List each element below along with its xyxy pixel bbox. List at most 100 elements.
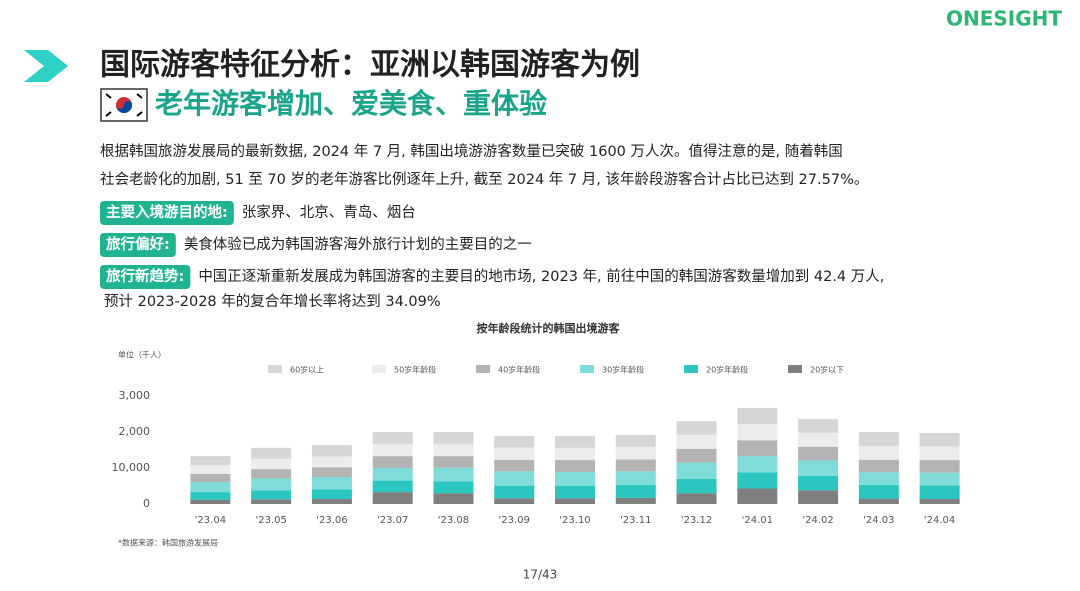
bar-segment xyxy=(251,469,292,479)
legend-label: 30岁年龄段 xyxy=(602,365,644,375)
bar-segment xyxy=(919,498,960,504)
bar-segment xyxy=(433,481,474,494)
bar-segment xyxy=(494,498,535,504)
legend-swatch xyxy=(684,365,698,373)
title: 国际游客特征分析：亚洲以韩国游客为例 xyxy=(100,48,640,83)
y-tick-label: 0 xyxy=(143,497,150,510)
bar-segment xyxy=(190,482,231,493)
point-tag-bg xyxy=(100,201,234,225)
bar-segment xyxy=(919,485,960,499)
bar-segment xyxy=(311,456,352,468)
source: *数据来源：韩国旅游发展局 xyxy=(118,538,218,548)
bar-segment xyxy=(190,499,231,504)
x-tick-label: '23.11 xyxy=(620,515,651,526)
x-tick-label: '23.06 xyxy=(316,515,347,526)
legend-label: 20岁以下 xyxy=(810,365,844,375)
bar-segment xyxy=(251,447,292,459)
bar-segment xyxy=(251,490,292,500)
chevron xyxy=(24,50,68,82)
bar-segment xyxy=(494,447,535,460)
bar-segment xyxy=(433,493,474,504)
chart-title: 按年龄段统计的韩国出境游客 xyxy=(477,321,621,335)
bar-segment xyxy=(190,492,231,500)
bar-segment xyxy=(737,424,778,441)
bar-segment xyxy=(858,432,899,447)
bar-segment xyxy=(919,460,960,473)
legend-label: 40岁年龄段 xyxy=(498,365,540,375)
bar-segment xyxy=(737,488,778,504)
bar-segment xyxy=(372,432,413,444)
bar-segment xyxy=(433,443,474,457)
bar-segment xyxy=(919,472,960,486)
legend-swatch xyxy=(476,365,490,373)
point-tag: 旅行新趋势: xyxy=(106,267,184,285)
x-tick-label: '23.12 xyxy=(681,515,712,526)
bar-segment xyxy=(676,478,717,494)
x-tick-label: '23.05 xyxy=(255,515,286,526)
bar-segment xyxy=(372,443,413,457)
bar-segment xyxy=(494,435,535,448)
bar-segment xyxy=(798,419,839,433)
bar-segment xyxy=(737,440,778,457)
bar-segment xyxy=(798,432,839,447)
bar-segment xyxy=(372,456,413,468)
bar-segment xyxy=(311,444,352,457)
bar-segment xyxy=(615,446,656,460)
bar-segment xyxy=(372,468,413,481)
legend-swatch xyxy=(268,365,282,373)
bar-segment xyxy=(555,498,595,504)
bar-segment xyxy=(615,471,656,485)
bar-segment xyxy=(676,421,717,435)
bar-segment xyxy=(615,497,656,504)
bar-segment xyxy=(858,459,899,473)
y-tick-label: 2,000 xyxy=(119,425,151,438)
legend-label: 50岁年龄段 xyxy=(394,365,436,375)
point-text: 中国正逐渐重新发展成为韩国游客的主要目的地市场, 2023 年, 前往中国的韩国… xyxy=(198,268,884,285)
bar-segment xyxy=(798,475,839,491)
intro-line: 社会老龄化的加剧, 51 至 70 岁的老年游客比例逐年上升, 截至 2024 … xyxy=(100,171,868,188)
bar-segment xyxy=(311,477,352,490)
bar-segment xyxy=(372,492,413,504)
point-tag-bg xyxy=(100,233,176,257)
bar-segment xyxy=(555,471,595,486)
point-text: 张家界、北京、青岛、烟台 xyxy=(242,204,416,221)
bar-segment xyxy=(919,446,960,461)
logo: ONESIGHT xyxy=(946,7,1062,31)
page-number: 17/43 xyxy=(523,568,558,582)
point-tag-bg xyxy=(100,265,191,289)
legend-label: 20岁年龄段 xyxy=(706,365,748,375)
subtitle: 老年游客增加、爱美食、重体验 xyxy=(155,87,547,120)
bar-segment xyxy=(251,458,292,470)
bar-segment xyxy=(433,467,474,482)
bar-segment xyxy=(190,456,231,466)
bar-segment xyxy=(858,484,899,499)
legend-swatch xyxy=(372,365,386,373)
bar-segment xyxy=(676,493,717,504)
bar-segment xyxy=(798,490,839,504)
bar-segment xyxy=(251,499,292,504)
intro-line: 根据韩国旅游发展局的最新数据, 2024 年 7 月, 韩国出境游游客数量已突破… xyxy=(100,142,843,160)
bar-segment xyxy=(737,456,778,473)
y-tick-label: 10,000 xyxy=(112,461,151,474)
x-tick-label: '23.07 xyxy=(377,515,408,526)
x-tick-label: '24.01 xyxy=(742,515,773,526)
bar-segment xyxy=(311,489,352,499)
bar-segment xyxy=(919,433,960,447)
bar-segment xyxy=(676,448,717,463)
flag xyxy=(100,88,148,122)
bar-segment xyxy=(615,459,656,472)
bar-segment xyxy=(798,460,839,476)
y-axis-label: 单位（千人） xyxy=(118,350,166,360)
point-tag: 主要入境游目的地: xyxy=(106,203,228,221)
bar-segment xyxy=(372,480,413,493)
bar-segment xyxy=(311,498,352,504)
x-tick-label: '23.09 xyxy=(499,515,530,526)
bar-segment xyxy=(615,484,656,498)
bar-segment xyxy=(190,473,231,483)
point-text: 预计 2023-2028 年的复合年增长率将达到 34.09% xyxy=(104,292,441,310)
bar-segment xyxy=(555,460,595,472)
bar-segment xyxy=(555,447,595,461)
legend-label: 60岁以上 xyxy=(290,365,324,375)
